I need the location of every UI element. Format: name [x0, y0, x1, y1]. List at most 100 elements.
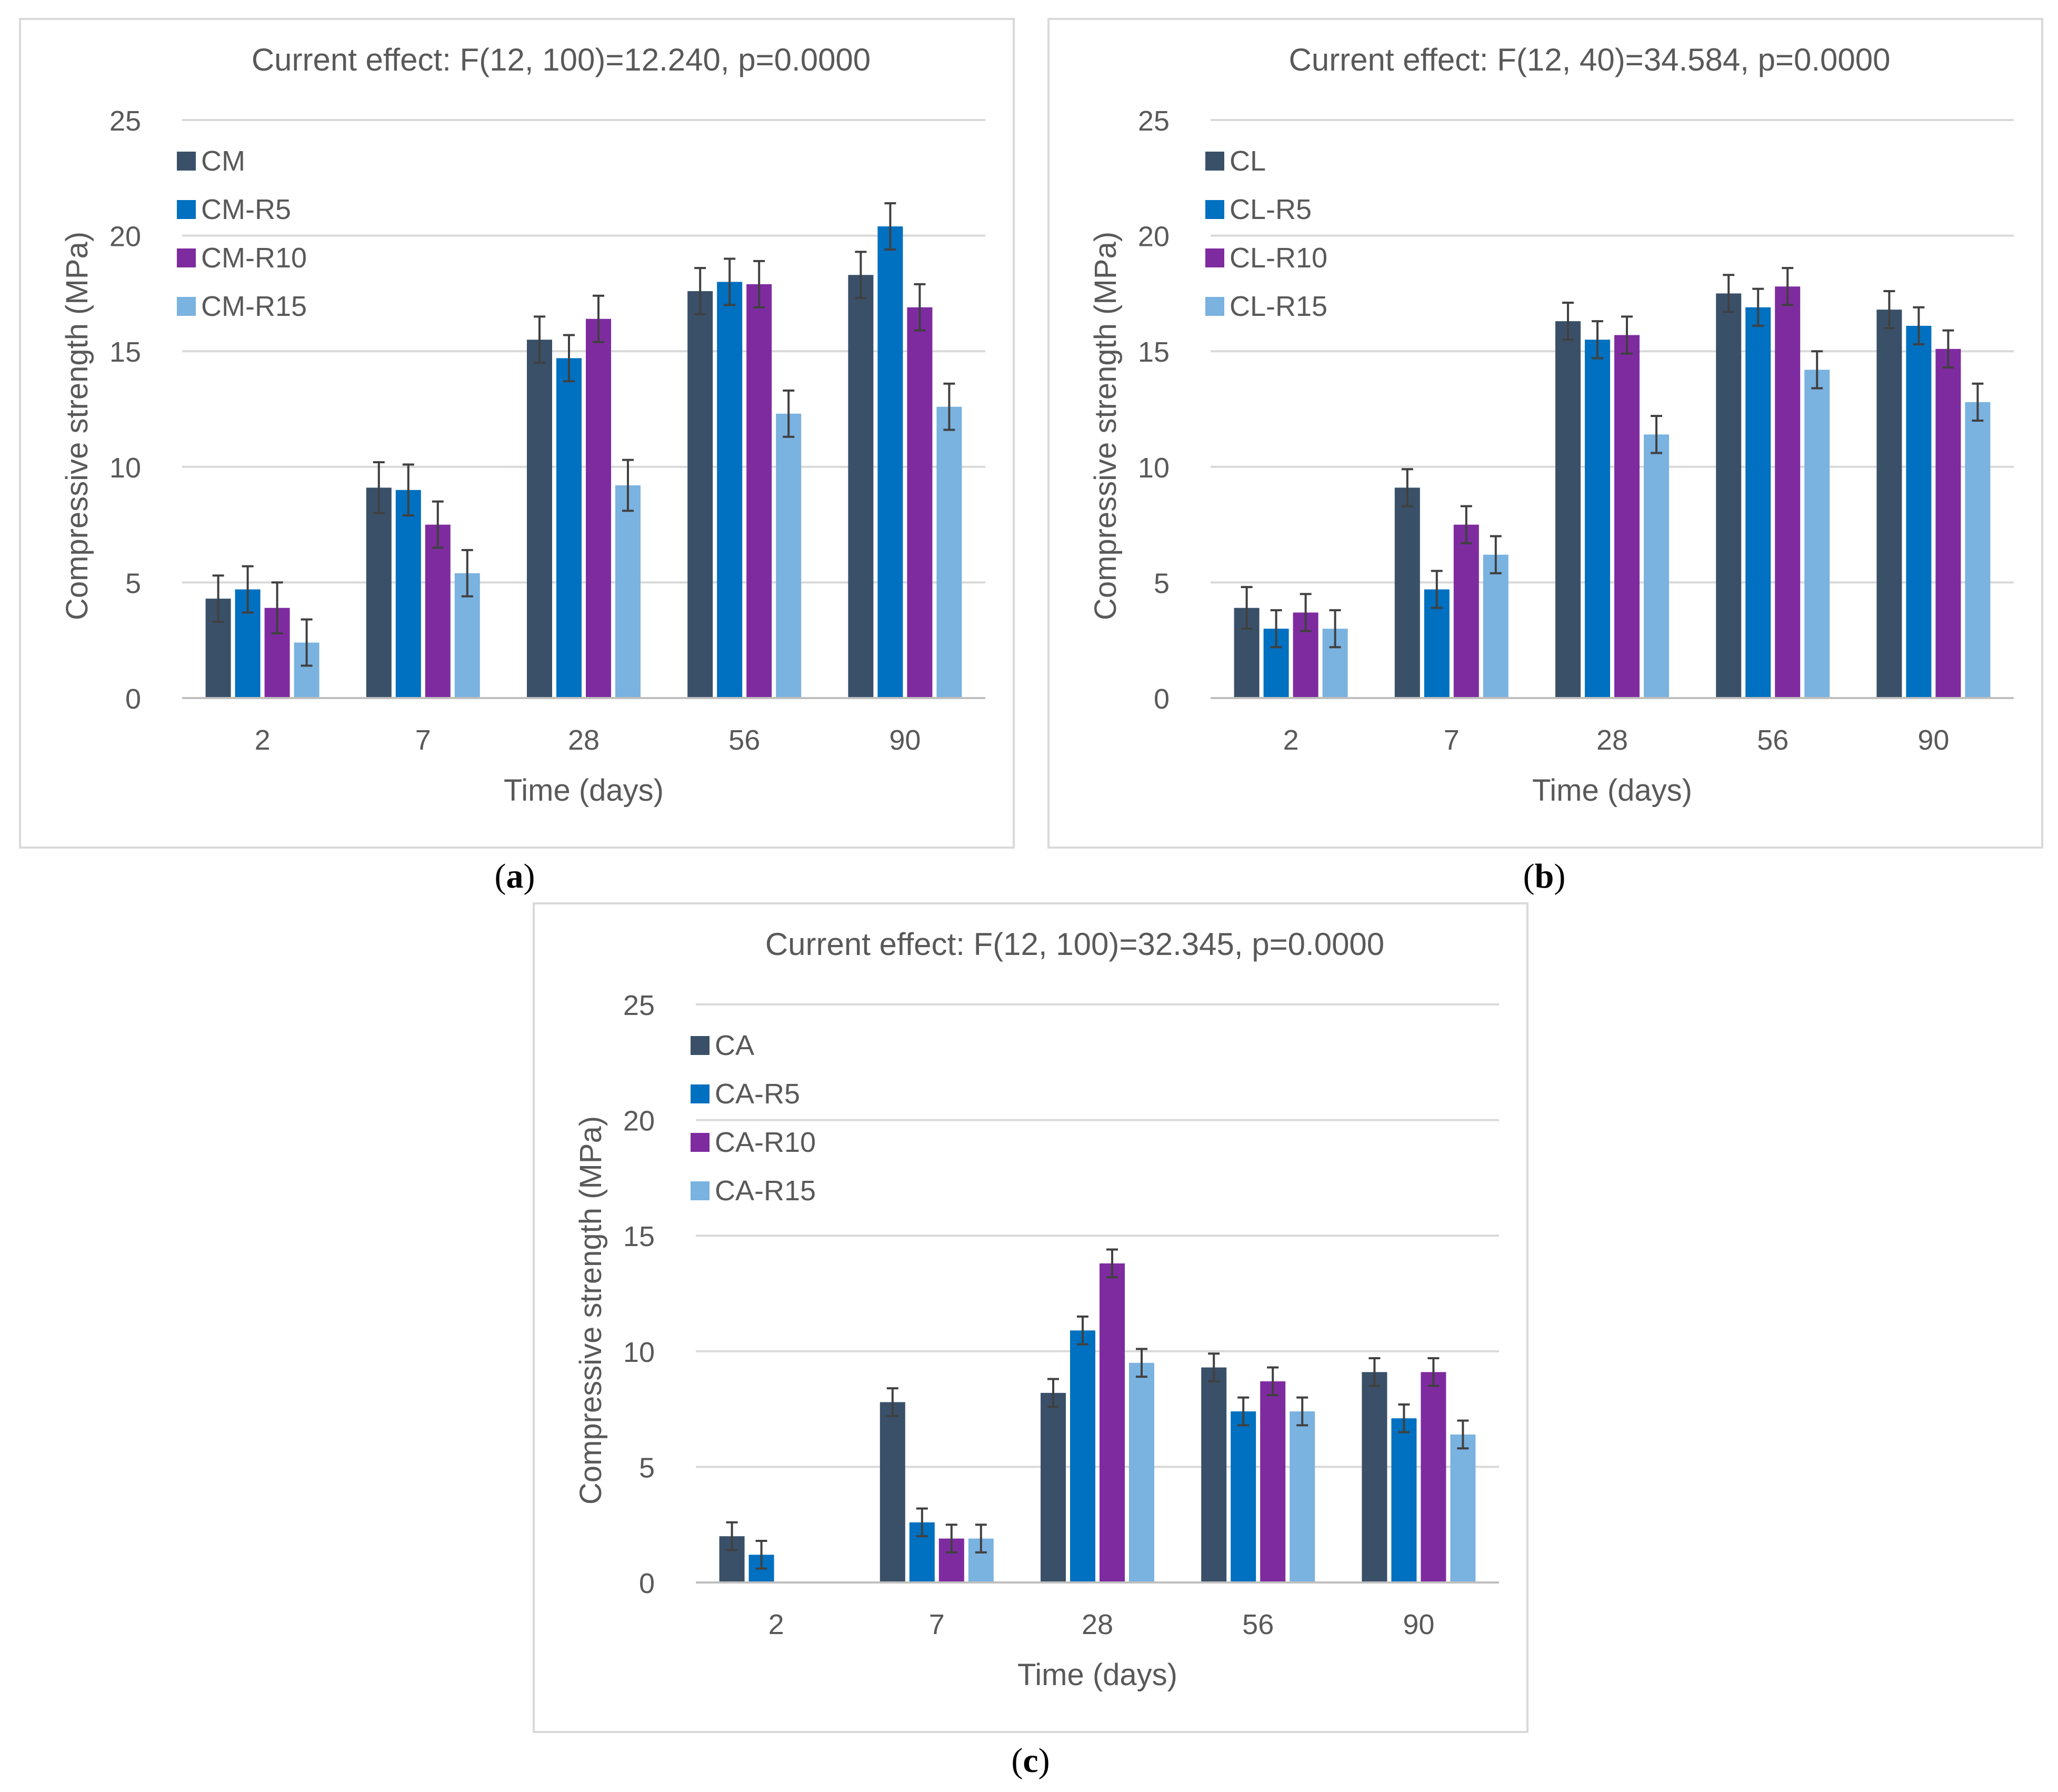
error-bar-cl-r15-2 — [1329, 609, 1341, 649]
x-axis-title: Time (days) — [1532, 773, 1692, 808]
error-bar-cl-r10-2 — [1300, 593, 1312, 632]
error-bar-cm-r15-7 — [461, 549, 473, 598]
bar-cm-28 — [527, 340, 552, 698]
error-bar-cm-r10-90 — [914, 283, 926, 332]
caption-c-letter: c — [1023, 1741, 1038, 1780]
error-bar-cl-7 — [1401, 468, 1413, 507]
error-bar-ca-r10-28 — [1106, 1248, 1118, 1279]
x-tick-label: 7 — [1444, 724, 1460, 756]
x-tick-label: 28 — [568, 724, 600, 756]
y-axis-title: Compressive strength (MPa) — [574, 1116, 608, 1505]
bar-cm-r5-7 — [395, 490, 421, 698]
chart-svg-b: Current effect: F(12, 40)=34.584, p=0.00… — [1088, 42, 2014, 808]
error-bar-ca-r5-28 — [1077, 1315, 1088, 1346]
x-axis-title: Time (days) — [504, 773, 664, 808]
error-bar-cl-r5-56 — [1752, 287, 1764, 327]
error-bar-ca-r15-7 — [975, 1524, 987, 1554]
error-bar-cl-r10-56 — [1782, 267, 1794, 306]
error-bar-cl-56 — [1723, 274, 1735, 313]
bar-cl-r15-56 — [1804, 370, 1830, 698]
bar-cl-56 — [1716, 293, 1742, 698]
y-tick-label: 5 — [639, 1452, 655, 1484]
x-tick-label: 90 — [1403, 1609, 1434, 1640]
legend-label: CM-R15 — [201, 291, 307, 322]
caption-a-open: ( — [494, 857, 506, 895]
bar-cl-r15-7 — [1483, 554, 1508, 698]
chart-title: Current effect: F(12, 100)=32.345, p=0.0… — [765, 927, 1384, 962]
y-tick-label: 15 — [109, 336, 141, 368]
caption-a-letter: a — [506, 857, 524, 895]
error-bar-cm-28 — [534, 315, 545, 364]
chart-panel-b: Current effect: F(12, 40)=34.584, p=0.00… — [1047, 18, 2043, 849]
y-tick-label: 0 — [639, 1568, 655, 1599]
x-tick-label: 28 — [1082, 1609, 1113, 1640]
x-tick-label: 2 — [255, 724, 271, 756]
bar-ca-56 — [1201, 1367, 1227, 1582]
x-tick-label: 56 — [1242, 1609, 1274, 1640]
legend-swatch — [1205, 152, 1224, 171]
legend-swatch — [691, 1036, 710, 1055]
legend-label: CL-R5 — [1230, 194, 1312, 225]
legend-swatch — [177, 200, 196, 219]
y-tick-label: 20 — [109, 221, 141, 253]
bar-ca-r5-28 — [1070, 1330, 1095, 1582]
legend-label: CA-R15 — [715, 1175, 816, 1207]
error-bar-cl-r5-7 — [1431, 570, 1443, 609]
x-tick-label: 56 — [728, 724, 760, 756]
error-bar-ca-r5-56 — [1237, 1396, 1250, 1427]
x-tick-label: 90 — [1917, 724, 1949, 756]
y-axis-title: Compressive strength (MPa) — [1088, 232, 1123, 620]
bar-cm-r5-56 — [717, 282, 743, 698]
legend-swatch — [1205, 200, 1224, 219]
error-bar-ca-r10-90 — [1427, 1357, 1440, 1387]
bar-ca-r15-90 — [1450, 1434, 1476, 1582]
bar-cm-90 — [848, 275, 874, 698]
x-tick-label: 2 — [1283, 724, 1299, 756]
bar-cm-r15-28 — [615, 485, 641, 698]
bar-cm-r10-28 — [586, 318, 611, 698]
chart-panel-c: Current effect: F(12, 100)=32.345, p=0.0… — [533, 902, 1528, 1733]
error-bar-cl-r15-56 — [1811, 350, 1823, 390]
bar-cl-r5-56 — [1745, 307, 1771, 698]
bar-cm-r15-56 — [776, 413, 802, 698]
legend-swatch — [177, 297, 196, 316]
chart-svg-c: Current effect: F(12, 100)=32.345, p=0.0… — [574, 927, 1499, 1692]
bar-ca-90 — [1362, 1372, 1387, 1582]
error-bar-cm-r5-90 — [884, 202, 896, 251]
chart-svg-a: Current effect: F(12, 100)=12.240, p=0.0… — [60, 42, 985, 808]
error-bar-cm-7 — [373, 461, 385, 514]
legend-swatch — [1205, 248, 1224, 267]
error-bar-ca-7 — [886, 1387, 898, 1417]
chart-panel-a: Current effect: F(12, 100)=12.240, p=0.0… — [19, 18, 1015, 849]
bar-cl-90 — [1876, 310, 1902, 698]
error-bar-cl-28 — [1562, 301, 1574, 341]
legend-label: CM — [201, 145, 245, 177]
error-bar-cl-r10-90 — [1942, 329, 1954, 369]
error-bar-cl-90 — [1883, 290, 1895, 330]
y-tick-label: 10 — [109, 452, 141, 484]
legend-label: CA-R5 — [715, 1078, 800, 1110]
caption-a-close: ) — [523, 857, 535, 895]
error-bar-cm-r15-28 — [622, 459, 634, 512]
error-bar-ca-r10-7 — [945, 1524, 957, 1554]
y-tick-label: 25 — [109, 105, 141, 137]
bar-cm-r5-28 — [556, 358, 582, 698]
bar-cl-r15-90 — [1965, 402, 1991, 698]
error-bar-cm-r10-2 — [271, 581, 283, 635]
y-tick-label: 20 — [623, 1106, 655, 1137]
y-tick-label: 15 — [1138, 336, 1170, 368]
x-tick-label: 28 — [1596, 724, 1628, 756]
y-tick-label: 5 — [1154, 568, 1170, 599]
error-bar-cm-r5-28 — [563, 334, 575, 383]
bar-ca-r15-56 — [1290, 1411, 1315, 1582]
error-bar-cm-90 — [855, 251, 867, 300]
error-bar-cm-r5-7 — [402, 463, 414, 517]
x-tick-label: 7 — [929, 1609, 945, 1640]
legend-label: CL-R10 — [1230, 242, 1327, 274]
legend-swatch — [691, 1084, 710, 1103]
error-bar-cl-r15-90 — [1972, 382, 1984, 422]
legend-label: CA-R10 — [715, 1127, 816, 1158]
x-tick-label: 90 — [889, 724, 921, 756]
bar-ca-r10-90 — [1421, 1372, 1446, 1582]
bar-cl-r15-28 — [1644, 434, 1669, 698]
